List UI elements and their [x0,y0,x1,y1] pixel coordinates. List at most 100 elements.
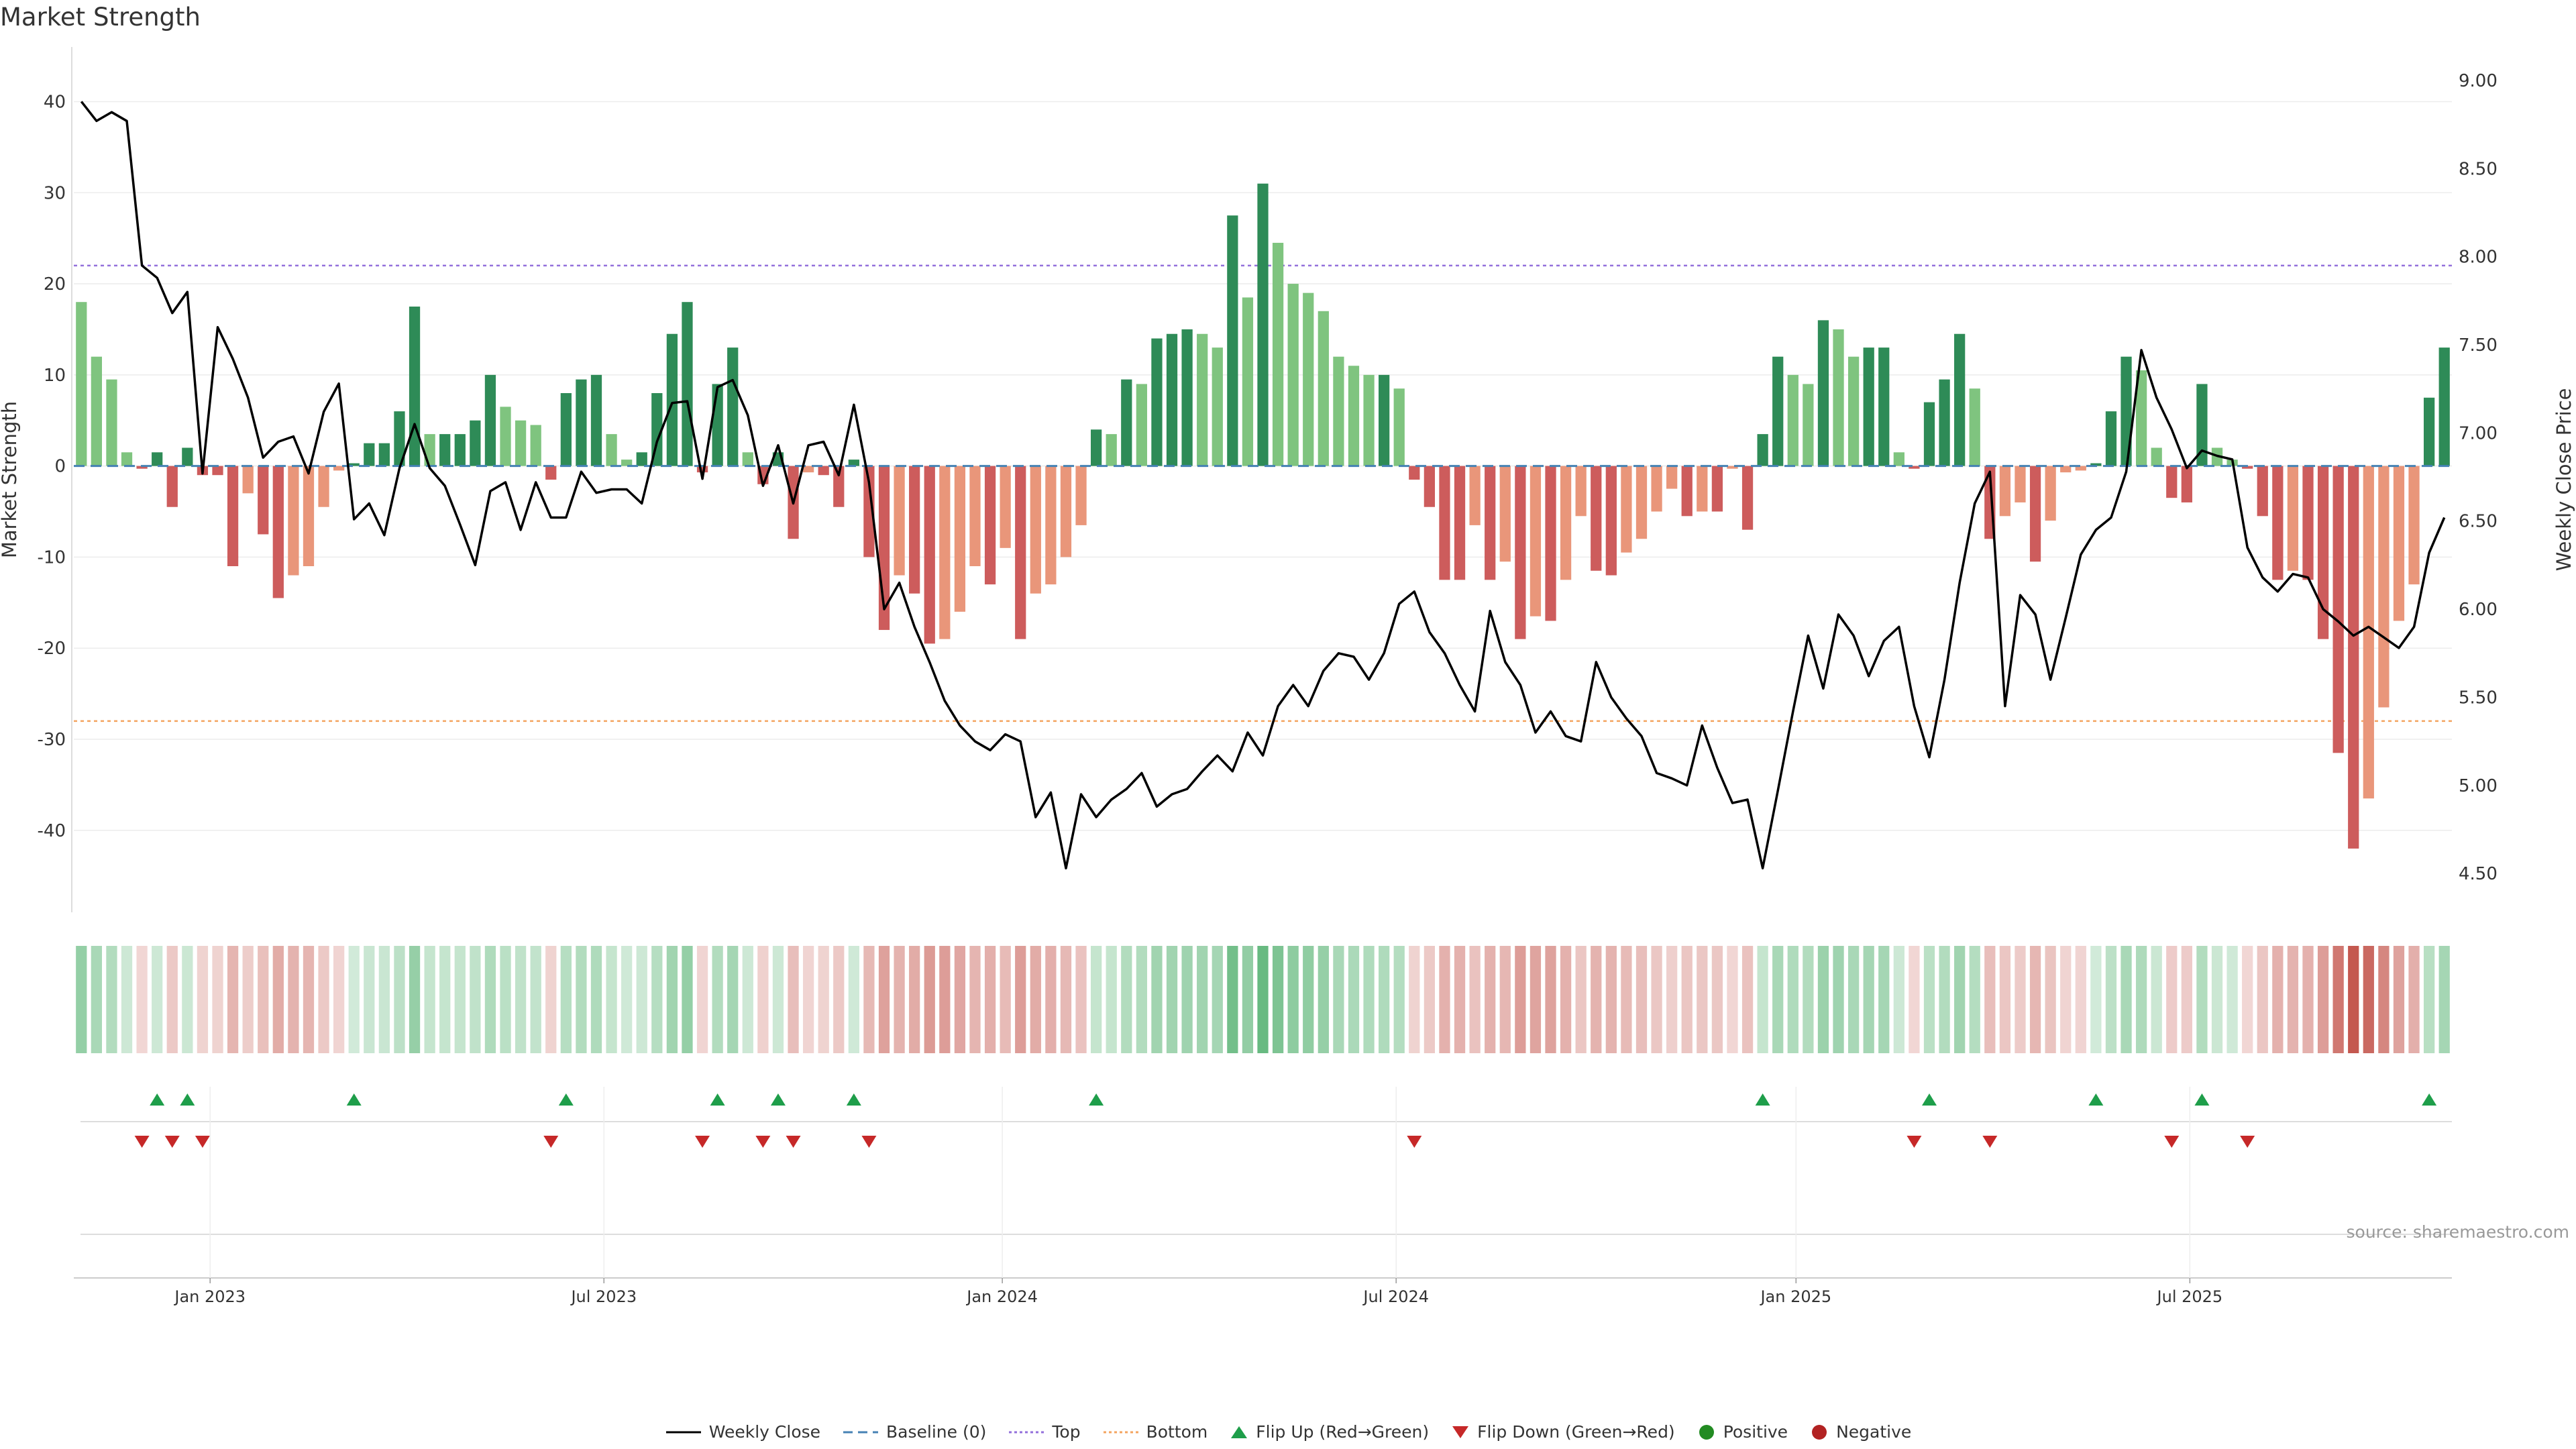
strength-bar [2242,466,2253,469]
strength-cell [590,946,602,1053]
strength-cell [1741,946,1754,1053]
strength-cell [924,946,935,1053]
strength-cell [2075,946,2086,1053]
strength-cell [378,946,390,1053]
strength-bar [182,447,193,466]
strength-cell [2257,946,2268,1053]
flip-down-marker [164,1136,180,1148]
strength-bar [2438,347,2450,466]
strength-bar [2272,466,2284,580]
strength-bar [1075,466,1087,525]
strength-bar [1106,434,1117,466]
strength-bar [1999,466,2011,517]
strength-bar [1909,466,1920,469]
strength-bars [76,183,2450,849]
flip-up-marker [846,1093,861,1106]
strength-cell [863,946,875,1053]
strength-cell [1575,946,1587,1053]
strength-bar [1485,466,1496,580]
strength-cell [303,946,315,1053]
flip-up-marker [558,1093,574,1106]
strength-bar [1529,466,1542,616]
strength-cell [1909,946,1920,1053]
strength-bar [1621,466,1632,553]
flip-up-marker [180,1093,195,1106]
strength-bar [1045,466,1057,585]
strength-bar [1969,388,1980,466]
strength-cell [2226,946,2238,1053]
y-tick-right: 5.00 [2459,776,2498,796]
flip-down-marker [543,1136,559,1148]
y-axis-label-left: Market Strength [0,401,21,558]
strength-bar [1575,466,1587,517]
strength-cell [1485,946,1496,1053]
strength-cell [1469,946,1481,1053]
strength-bar [1803,384,1814,466]
strength-cell [1621,946,1632,1053]
strength-cell [1090,946,1102,1053]
strength-bar [1303,292,1314,466]
strength-bar [1605,466,1617,576]
flip-down-marker [195,1136,210,1148]
date-axis: Jan 2023 Jul 2023 Jan 2024 Jul 2024 Jan 2025… [74,1087,2452,1306]
strength-bar [530,425,541,466]
strength-bar [212,466,223,476]
strength-bar [1711,466,1723,512]
strength-cell [2090,946,2102,1053]
strength-cell [1060,946,1072,1053]
strength-cell [212,946,223,1053]
x-tick-label: Jul 2025 [2156,1287,2223,1306]
y-tick-right: 7.00 [2459,423,2498,443]
strength-cell [1954,946,1966,1053]
flip-up-marker [2422,1093,2437,1106]
strength-cell [258,946,269,1053]
strength-cell [1454,946,1466,1053]
strength-bar [802,466,814,473]
strength-bar [1393,388,1405,466]
strength-bar [1499,466,1511,562]
strength-bar [2332,466,2344,753]
strength-cell [878,946,890,1053]
legend-flip-down: Flip Down (Green→Red) [1450,1422,1675,1442]
strength-cell [1560,946,1572,1053]
strength-cell [2272,946,2284,1053]
strength-cell [909,946,920,1053]
strength-cell [576,946,587,1053]
strength-cell [2287,946,2299,1053]
strength-cell [2438,946,2450,1053]
strength-bar [1363,374,1375,466]
strength-cell [1287,946,1299,1053]
strength-cell [1379,946,1390,1053]
strength-cell [1106,946,1117,1053]
strength-cell [636,946,647,1053]
strength-bar [2181,466,2192,502]
strength-bar [2257,466,2268,517]
strength-bar [1227,215,1238,466]
strength-bar [242,466,254,494]
strength-bar [909,466,920,594]
strength-cell [1439,946,1450,1053]
strength-cell [772,946,784,1053]
strength-cell [560,946,572,1053]
strength-bar [1454,466,1466,580]
flip-up-marker [2194,1093,2210,1106]
strength-cell [1893,946,1904,1053]
strength-bar [1257,183,1269,466]
strength-cell [1727,946,1738,1053]
strength-bar [621,460,633,466]
strength-cell [106,946,117,1053]
strength-bar [1893,452,1904,466]
strength-cell [288,946,299,1053]
strength-cell [484,946,496,1053]
strength-cell [1651,946,1662,1053]
legend-top: Top [1009,1422,1081,1442]
strength-cell [545,946,557,1053]
strength-cell [1015,946,1026,1053]
strength-cell [121,946,133,1053]
strength-cell [1697,946,1708,1053]
strength-bar [515,420,527,466]
strength-cell [2135,946,2147,1053]
strength-bar [484,374,496,466]
strength-cell [2181,946,2192,1053]
chart-title: Market Strength [0,3,201,32]
